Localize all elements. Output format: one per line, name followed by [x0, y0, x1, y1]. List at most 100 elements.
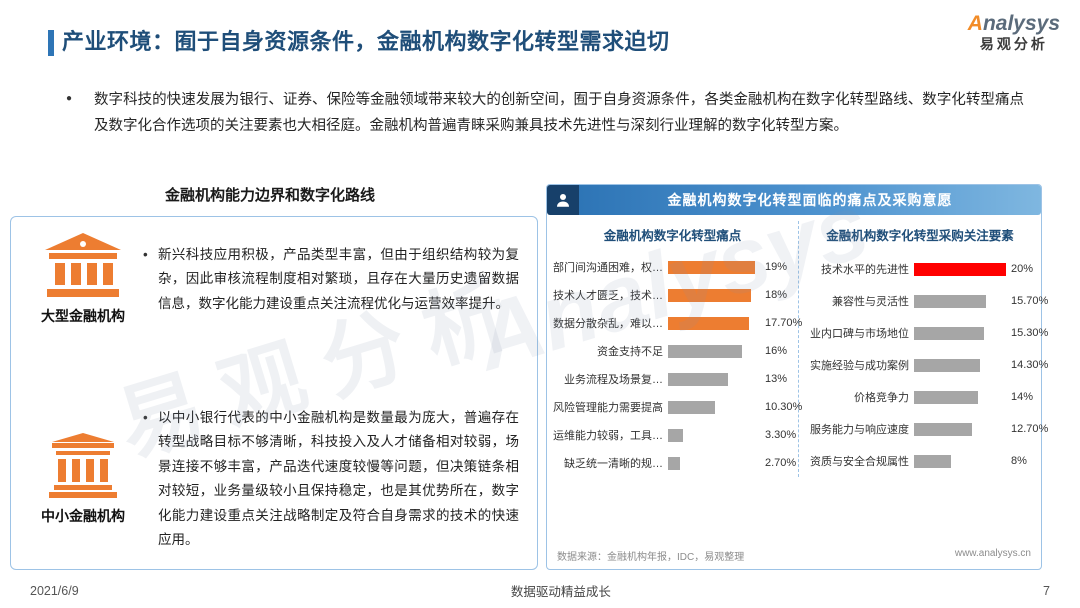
charts-panel-title: 金融机构数字化转型面临的痛点及采购意愿: [579, 185, 1041, 215]
chart-value-label: 15.30%: [1011, 327, 1049, 339]
org-description-small: • 以中小银行代表的中小金融机构是数量最为庞大，普遍存在转型战略目标不够清晰，科…: [143, 406, 519, 553]
logo-brand-text: Analysys: [967, 12, 1060, 35]
chart-value-label: 19%: [765, 261, 788, 273]
data-source-note: 数据来源：金融机构年报，IDC，易观整理: [557, 552, 745, 563]
chart-bar: [668, 400, 716, 414]
title-accent-bar: [48, 30, 54, 56]
chart-category-label: 技术水平的先进性: [821, 264, 909, 276]
chart-row: 部门间沟通困难，权… 19%: [551, 253, 794, 281]
org-icon-block: 大型金融机构: [23, 233, 143, 326]
org-row-small: 中小金融机构 • 以中小银行代表的中小金融机构是数量最为庞大，普遍存在转型战略目…: [23, 406, 519, 553]
org-label-large: 大型金融机构: [41, 308, 125, 324]
page-title: 产业环境：囿于自身资源条件，金融机构数字化转型需求迫切: [62, 29, 670, 54]
chart-category-label: 风险管理能力需要提高: [553, 402, 663, 414]
bank-building-icon: [49, 432, 117, 498]
org-icon-block: 中小金融机构: [23, 432, 143, 526]
footer-slogan: 数据驱动精益成长: [510, 585, 611, 599]
org-description-text: 以中小银行代表的中小金融机构是数量最为庞大，普遍存在转型战略目标不够清晰，科技投…: [158, 409, 519, 548]
chart-category-label: 资质与安全合规属性: [810, 456, 909, 468]
person-badge-icon: [547, 185, 579, 215]
chart-category-label: 运维能力较弱，工具…: [553, 430, 663, 442]
website-link[interactable]: www.analysys.cn: [954, 548, 1031, 559]
chart-value-label: 10.30%: [765, 401, 803, 413]
chart-category-label: 兼容性与灵活性: [832, 296, 909, 308]
chart-row: 实施经验与成功案例 14.30%: [807, 349, 1048, 381]
intro-paragraph: 数字科技的快速发展为银行、证券、保险等金融领域带来较大的创新空间，囿于自身资源条…: [94, 92, 1024, 134]
chart-row: 风险管理能力需要提高 10.30%: [551, 393, 802, 421]
page-number: 7: [1043, 583, 1050, 598]
chart-bar-track: [668, 288, 760, 302]
chart-value-label: 16%: [765, 345, 788, 357]
chart-bar-track: [914, 390, 1006, 404]
chart-row: 服务能力与响应速度 12.70%: [807, 413, 1048, 445]
chart-category-label: 数据分散杂乱，难以…: [553, 318, 663, 330]
chart-value-label: 13%: [765, 373, 788, 385]
analysys-logo: Analysys 易观分析: [968, 12, 1060, 52]
capability-panel: 大型金融机构 • 新兴科技应用积极，产品类型丰富，但由于组织结构较为复杂，因此审…: [10, 216, 538, 570]
chart-bar-track: [668, 316, 760, 330]
chart-row: 价格竞争力 14%: [807, 381, 1033, 413]
chart-category-label: 缺乏统一清晰的规…: [564, 458, 663, 470]
chart-bar-track: [914, 326, 1006, 340]
bank-building-icon: [45, 233, 121, 297]
footer-date: 2021/6/9: [30, 583, 79, 598]
chart-bar: [914, 326, 985, 340]
chart-value-label: 2.70%: [765, 457, 797, 469]
chart-bar: [914, 262, 1006, 276]
chart-title: 金融机构数字化转型采购关注要素: [826, 229, 1014, 243]
org-row-large: 大型金融机构 • 新兴科技应用积极，产品类型丰富，但由于组织结构较为复杂，因此审…: [23, 233, 519, 326]
chart-category-label: 实施经验与成功案例: [810, 360, 909, 372]
chart-category-label: 资金支持不足: [597, 346, 663, 358]
chart-bar: [914, 358, 980, 372]
chart-bar: [668, 428, 684, 442]
chart-bar: [914, 390, 979, 404]
charts-panel-header: 金融机构数字化转型面临的痛点及采购意愿: [547, 185, 1041, 215]
chart-bar: [914, 422, 973, 436]
chart-bar-track: [668, 372, 760, 386]
chart-row: 数据分散杂乱，难以… 17.70%: [551, 309, 802, 337]
list-bullet-icon: •: [143, 409, 148, 425]
chart-row: 技术人才匮乏，技术… 18%: [551, 281, 794, 309]
chart-bar-track: [914, 262, 1006, 276]
chart-bar-track: [914, 294, 1006, 308]
chart-bar: [668, 288, 751, 302]
org-description-text: 新兴科技应用积极，产品类型丰富，但由于组织结构较为复杂，因此审核流程制度相对繁琐…: [158, 246, 519, 311]
chart-row: 技术水平的先进性 20%: [807, 253, 1033, 285]
chart-bar: [668, 372, 728, 386]
chart-bar: [914, 454, 951, 468]
chart-bar-track: [668, 400, 760, 414]
chart-row: 兼容性与灵活性 15.70%: [807, 285, 1048, 317]
chart-value-label: 18%: [765, 289, 788, 301]
chart-rows: 技术水平的先进性 20% 兼容性与灵活性 15.70% 业内口碑与市场地位 15.30% 实…: [807, 253, 1048, 477]
bullet-icon: ●: [66, 93, 73, 104]
chart-bar-track: [668, 260, 760, 274]
chart-bar-track: [914, 358, 1006, 372]
chart-row: 业内口碑与市场地位 15.30%: [807, 317, 1048, 349]
intro-block: ● 数字科技的快速发展为银行、证券、保险等金融领域带来较大的创新空间，囿于自身资…: [66, 88, 1024, 140]
panel-footer: 数据来源：金融机构年报，IDC，易观整理 www.analysys.cn: [557, 548, 1031, 563]
chart-rows: 部门间沟通困难，权… 19% 技术人才匮乏，技术… 18% 数据分散杂乱，难以… 17.7…: [551, 253, 802, 477]
chart-value-label: 14%: [1011, 391, 1034, 403]
chart-category-label: 业务流程及场景复…: [564, 374, 663, 386]
chart-value-label: 3.30%: [765, 429, 797, 441]
chart-row: 缺乏统一清晰的规… 2.70%: [551, 449, 797, 477]
chart-bar-track: [668, 456, 760, 470]
chart-row: 资质与安全合规属性 8%: [807, 445, 1033, 477]
chart-bar: [668, 316, 750, 330]
chart-value-label: 20%: [1011, 263, 1034, 275]
left-section-title: 金融机构能力边界和数字化路线: [164, 187, 375, 204]
chart-bar: [914, 294, 987, 308]
chart-value-label: 8%: [1011, 455, 1027, 467]
org-label-small: 中小金融机构: [41, 507, 125, 524]
chart-bar-track: [914, 422, 1006, 436]
chart-category-label: 部门间沟通困难，权…: [553, 262, 663, 274]
list-bullet-icon: •: [143, 246, 148, 262]
chart-bar-track: [668, 344, 760, 358]
purchase-factors-chart: 金融机构数字化转型采购关注要素 技术水平的先进性 20% 兼容性与灵活性 15.70%…: [799, 221, 1048, 477]
chart-bar: [668, 344, 742, 358]
logo-sub-text: 易观分析: [979, 36, 1048, 53]
chart-row: 运维能力较弱，工具… 3.30%: [551, 421, 797, 449]
chart-row: 资金支持不足 16%: [551, 337, 794, 365]
charts-area: 金融机构数字化转型痛点 部门间沟通困难，权… 19% 技术人才匮乏，技术… 18% 数据…: [547, 215, 1048, 477]
